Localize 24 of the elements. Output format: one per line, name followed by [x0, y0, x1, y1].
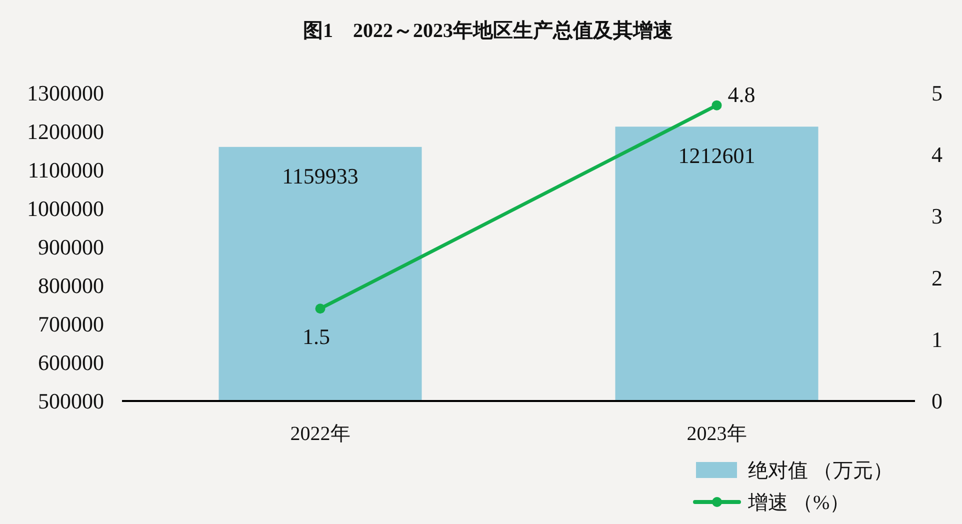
- y2-tick-label: 1: [932, 326, 942, 352]
- y-tick-label: 1000000: [27, 196, 104, 221]
- y-tick-label: 1100000: [28, 158, 104, 182]
- y-tick-label: 1300000: [27, 80, 104, 106]
- y2-tick-label: 5: [932, 80, 942, 106]
- x-tick-label: 2022年: [290, 423, 350, 445]
- y2-tick-label: 3: [932, 204, 942, 229]
- data-label: 1159933: [282, 163, 358, 188]
- data-label: 1.5: [302, 324, 330, 350]
- y-tick-label: 700000: [38, 312, 104, 336]
- x-tick-label: 2023年: [686, 423, 747, 445]
- y2-tick-label: 4: [932, 142, 942, 168]
- data-label: 4.8: [728, 82, 756, 107]
- y2-tick-label: 2: [932, 265, 942, 290]
- y-tick-label: 1200000: [27, 119, 104, 144]
- y-tick-label: 800000: [38, 273, 104, 298]
- y-tick-label: 600000: [38, 350, 104, 375]
- chart-title: 图1 2022～2023年地区生产总值及其增速: [303, 19, 673, 42]
- y2-tick-label: 0: [932, 388, 942, 414]
- legend-label: 绝对值 （万元）: [748, 460, 893, 482]
- data-label: 1212601: [678, 143, 756, 168]
- y-tick-label: 900000: [38, 234, 104, 260]
- y-tick-label: 500000: [38, 388, 104, 414]
- legend-label: 增速 （%）: [747, 492, 850, 514]
